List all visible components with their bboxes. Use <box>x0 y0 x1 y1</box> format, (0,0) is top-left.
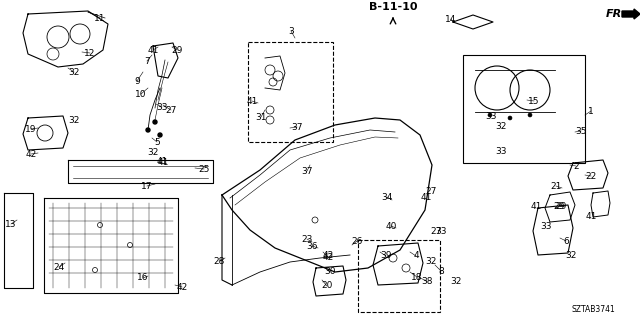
Text: 41: 41 <box>147 45 159 54</box>
Text: 33: 33 <box>435 227 447 236</box>
Bar <box>463 55 585 163</box>
Text: 33: 33 <box>156 102 168 111</box>
Text: 32: 32 <box>68 116 80 124</box>
Text: 27: 27 <box>165 106 177 115</box>
Text: 32: 32 <box>451 276 461 285</box>
Text: 15: 15 <box>528 97 540 106</box>
FancyArrow shape <box>622 9 640 19</box>
Text: B-11-10: B-11-10 <box>369 2 417 12</box>
Text: 41: 41 <box>246 97 258 106</box>
Circle shape <box>153 120 157 124</box>
Text: 29: 29 <box>172 45 182 54</box>
Text: 41: 41 <box>420 193 432 202</box>
Text: 4: 4 <box>413 252 419 260</box>
Text: 41: 41 <box>586 212 596 220</box>
Text: 32: 32 <box>147 148 159 156</box>
Text: FR.: FR. <box>606 9 627 19</box>
Text: 32: 32 <box>565 252 577 260</box>
Text: 32: 32 <box>68 68 80 76</box>
Text: 17: 17 <box>141 181 153 190</box>
Text: 25: 25 <box>198 164 210 173</box>
Text: 41: 41 <box>531 202 541 211</box>
Text: 19: 19 <box>25 124 36 133</box>
Text: 18: 18 <box>412 273 423 282</box>
Text: 3: 3 <box>288 27 294 36</box>
Text: 42: 42 <box>26 149 36 158</box>
Text: 14: 14 <box>445 14 457 23</box>
Text: 7: 7 <box>144 57 150 66</box>
Text: 27: 27 <box>430 227 442 236</box>
Text: 41: 41 <box>156 156 168 165</box>
Text: 27: 27 <box>426 187 436 196</box>
Text: 2: 2 <box>573 162 579 171</box>
Text: 40: 40 <box>385 221 397 230</box>
Circle shape <box>528 113 532 117</box>
Text: 1: 1 <box>588 107 594 116</box>
Text: 42: 42 <box>177 283 188 292</box>
Text: 34: 34 <box>381 193 393 202</box>
Circle shape <box>488 113 492 117</box>
Text: 41: 41 <box>157 157 169 166</box>
Text: 37: 37 <box>301 166 313 175</box>
Text: 39: 39 <box>380 252 392 260</box>
Text: 36: 36 <box>307 242 317 251</box>
Text: 29: 29 <box>554 202 564 211</box>
Text: 28: 28 <box>213 257 225 266</box>
Text: 42: 42 <box>323 252 333 260</box>
Text: 16: 16 <box>137 274 148 283</box>
Bar <box>358 240 440 312</box>
Text: 35: 35 <box>575 126 587 135</box>
Text: 13: 13 <box>5 220 17 228</box>
Text: 20: 20 <box>321 282 333 291</box>
Text: 30: 30 <box>324 268 336 276</box>
Text: 38: 38 <box>421 276 433 285</box>
Text: 24: 24 <box>53 262 65 271</box>
Bar <box>248 42 333 142</box>
Text: 33: 33 <box>540 221 552 230</box>
Circle shape <box>508 116 512 120</box>
Text: 22: 22 <box>586 172 596 180</box>
Text: 31: 31 <box>255 113 267 122</box>
Text: 32: 32 <box>426 257 436 266</box>
Text: 29: 29 <box>556 202 566 211</box>
Text: 33: 33 <box>485 111 497 121</box>
Text: 12: 12 <box>84 49 96 58</box>
Text: SZTAB3741: SZTAB3741 <box>571 305 615 314</box>
Circle shape <box>158 133 162 137</box>
Text: 33: 33 <box>495 147 507 156</box>
Text: 5: 5 <box>154 138 160 147</box>
Text: 11: 11 <box>94 13 106 22</box>
Text: 21: 21 <box>550 181 562 190</box>
Text: 42: 42 <box>323 252 333 261</box>
Text: 6: 6 <box>563 236 569 245</box>
Text: 8: 8 <box>438 267 444 276</box>
Text: 37: 37 <box>291 123 303 132</box>
Circle shape <box>146 128 150 132</box>
Text: 10: 10 <box>135 90 147 99</box>
Text: 23: 23 <box>301 235 313 244</box>
Text: 32: 32 <box>495 122 507 131</box>
Text: 26: 26 <box>351 236 363 245</box>
Text: 9: 9 <box>134 76 140 85</box>
